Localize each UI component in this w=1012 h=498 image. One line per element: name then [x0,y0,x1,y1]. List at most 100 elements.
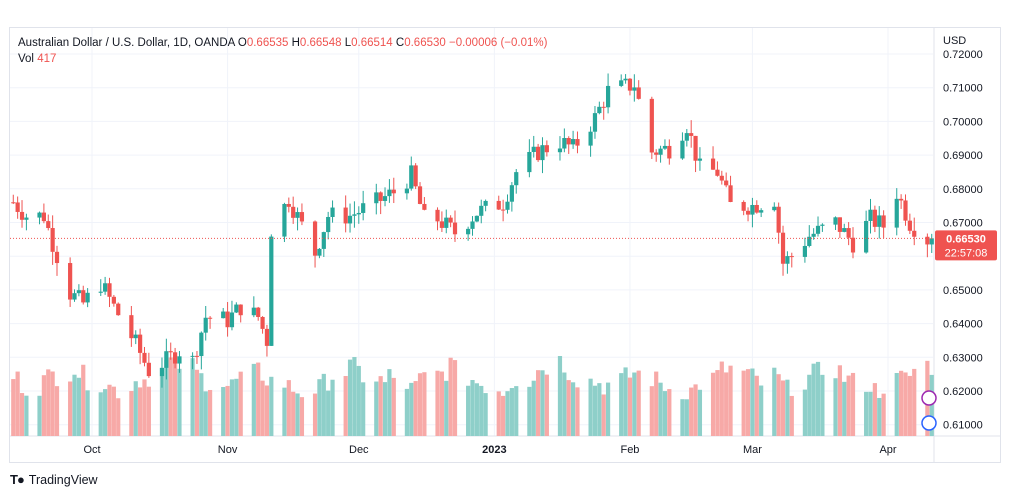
low-label: L [344,37,352,49]
volume-bar [466,385,471,436]
last-price-tag [935,230,997,261]
open-value: 0.66535 [246,37,289,49]
candle-body [295,212,300,218]
candle-body [894,198,899,228]
volume-bar [479,385,484,436]
volume-bar [872,383,877,436]
volume-bar [282,387,287,436]
candle-body [759,210,764,213]
candle-body [514,172,519,186]
candle-body [864,220,869,253]
event-lightning-icon[interactable] [921,390,937,406]
candle-body [544,145,549,153]
volume-bar [221,387,226,436]
candle-body [627,78,633,91]
volume-bar [846,375,851,436]
candle-body [658,148,663,155]
candle-body [382,196,388,201]
x-tick-label: Oct [83,444,100,456]
candle-body [811,233,816,237]
candle-body [312,221,318,256]
volume-bar [107,384,112,436]
volume-bar [85,390,90,436]
candle-body [693,135,698,161]
volume-bar [146,386,151,436]
candle-body [728,185,733,202]
volume-bar [605,382,611,436]
candle-body [623,78,628,81]
volume-bar [225,385,230,436]
volume-bar [527,386,532,436]
volume-bar [264,385,270,436]
volume-bar [881,393,886,436]
candle-body [107,283,112,297]
volume-bar [448,357,453,436]
y-tick-label: 0.71000 [943,83,983,95]
volume-bar [505,391,510,436]
candle-body [662,145,668,149]
volume-bar [404,388,410,436]
candle-body [452,222,458,235]
volume-bar [269,376,274,436]
volume-bar [68,381,73,436]
symbol-legend: Australian Dollar / U.S. Dollar, 1D, OAN… [18,35,547,67]
candle-body [588,131,593,146]
volume-bar [632,372,637,436]
volume-bar [103,389,108,436]
candle-body [527,151,532,173]
volume-bar [658,382,663,436]
candle-body [536,146,541,161]
open-label: O [237,37,247,49]
volume-bar [536,370,541,436]
volume-bar [260,380,265,436]
candle-body [378,192,383,201]
candle-body [496,200,501,210]
candle-body [724,180,729,186]
volume-line: Vol 417 [18,51,547,67]
volume-bar [142,379,147,436]
volume-bar [444,380,449,436]
candle-body [422,203,427,210]
volume-bar [138,387,143,436]
candle-body [172,352,178,364]
volume-bar [754,375,759,436]
volume-bar [557,356,563,436]
event-flag-icon[interactable] [921,415,937,431]
y-tick-label: 0.67000 [943,218,983,230]
tradingview-logo[interactable]: T● TradingView [10,472,98,487]
candle-body [872,209,877,227]
volume-bar [391,377,396,436]
candle-body [907,220,912,231]
candle-body [689,133,694,136]
candle-body [260,316,265,329]
candle-body [557,148,563,153]
candle-body [846,228,851,238]
volume-bar [291,391,296,436]
symbol-title: Australian Dollar / U.S. Dollar, 1D, OAN… [18,37,235,49]
candle-body [81,290,86,303]
volume-bar [203,391,208,436]
change-value: −0.00006 (−0.01%) [448,37,548,49]
candle-body [391,189,396,194]
candle-body [203,317,208,333]
volume-bar [509,388,514,436]
candle-body [531,146,536,152]
volume-bar [474,383,479,436]
candle-body [444,217,449,228]
volume-bar [780,380,786,436]
candle-body [330,207,335,217]
candle-body [741,201,746,211]
candle-body [575,139,580,146]
candle-body [750,204,755,215]
candle-body [776,206,781,233]
candle-body [256,307,261,317]
volume-bar [597,383,602,436]
volume-bar [172,356,178,436]
candle-body [76,290,81,294]
candle-body [15,202,20,212]
candle-body [632,87,637,91]
volume-bar [312,393,318,436]
candle-body [903,200,908,221]
y-tick-label: 0.70000 [943,116,983,128]
